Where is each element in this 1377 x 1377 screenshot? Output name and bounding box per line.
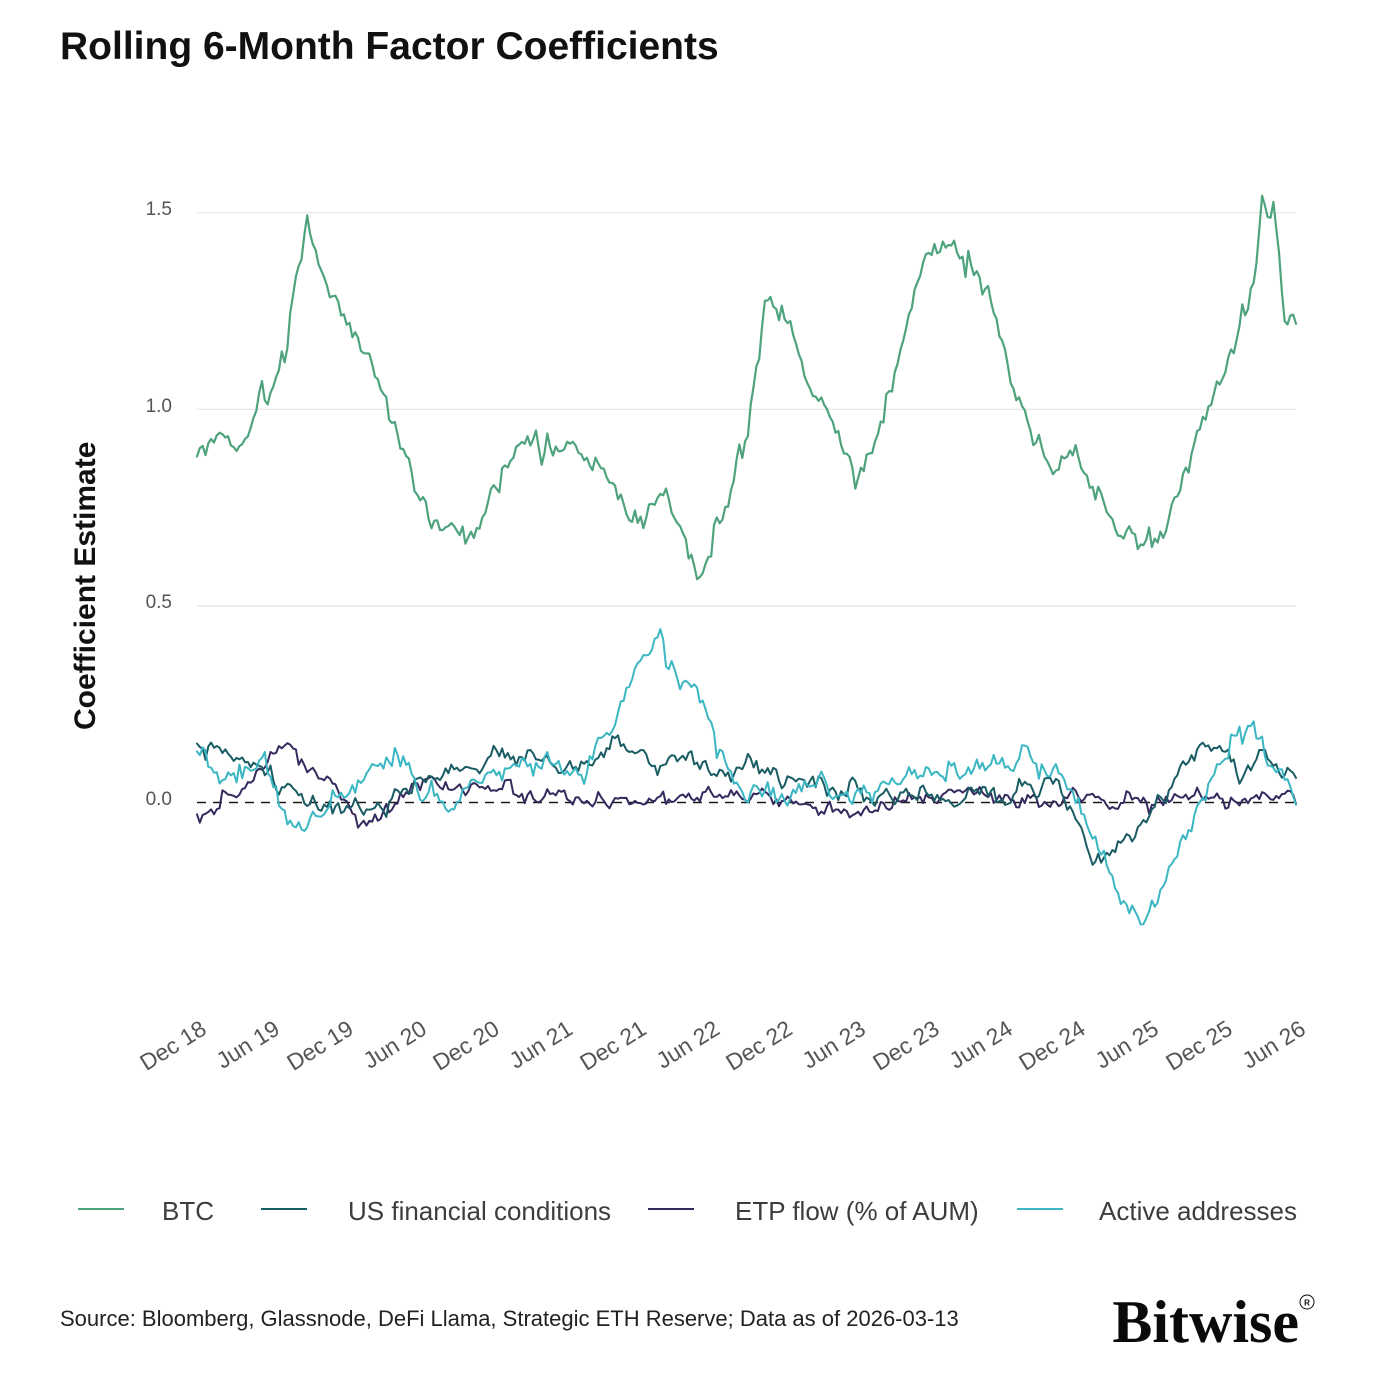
svg-text:R: R bbox=[1304, 1298, 1310, 1307]
